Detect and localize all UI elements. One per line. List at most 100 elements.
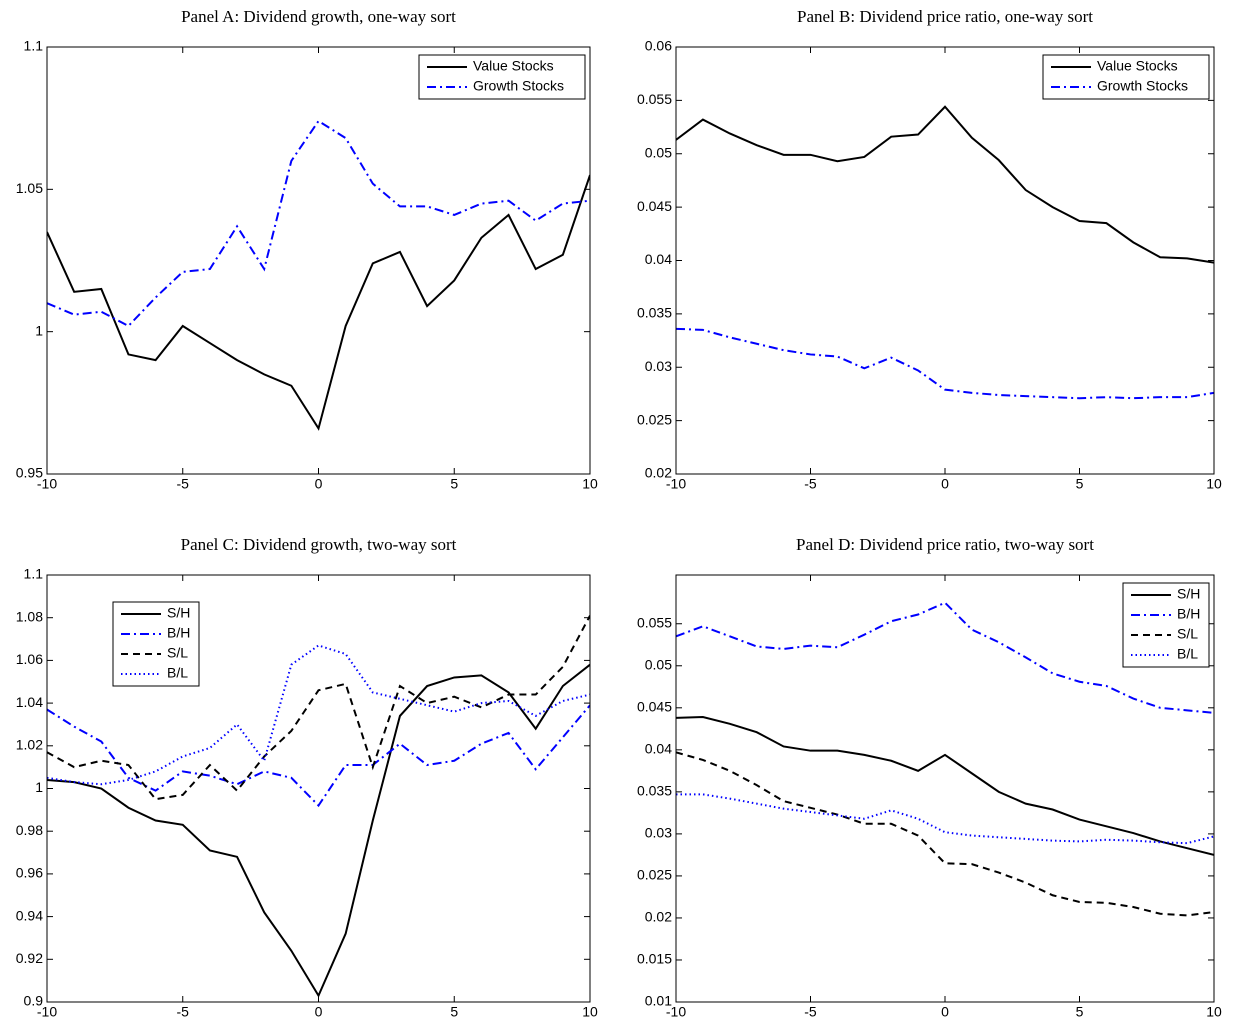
x-tick-label: -5 — [177, 476, 190, 492]
y-tick-label: 0.95 — [16, 465, 43, 481]
x-tick-label: 10 — [582, 1004, 598, 1020]
legend-box — [1122, 582, 1210, 668]
axes-box — [46, 46, 591, 475]
series-line — [676, 105, 1214, 264]
x-tick-label: -10 — [37, 476, 57, 492]
x-tick-label: 10 — [1206, 476, 1222, 492]
chart-title: Panel B: Dividend price ratio, one-way s… — [797, 7, 1093, 26]
x-tick-label: -5 — [177, 1004, 190, 1020]
panel: Panel C: Dividend growth, two-way sort -1… — [16, 535, 598, 1020]
y-tick-label: 0.03 — [645, 825, 672, 841]
x-tick-label: -10 — [37, 1004, 57, 1020]
y-tick-label: 0.9 — [24, 993, 44, 1009]
series-line — [676, 793, 1214, 845]
x-tick-label: 10 — [582, 476, 598, 492]
x-tick-label: 5 — [450, 1004, 458, 1020]
panel: Panel D: Dividend price ratio, two-way s… — [637, 535, 1222, 1020]
y-tick-label: 0.055 — [637, 91, 672, 107]
x-tick-label: 0 — [315, 476, 323, 492]
y-tick-label: 0.04 — [645, 741, 672, 757]
x-tick-label: 0 — [315, 1004, 323, 1020]
y-tick-label: 0.015 — [637, 951, 672, 967]
x-tick-label: 5 — [450, 476, 458, 492]
y-tick-label: 0.05 — [645, 656, 672, 672]
x-tick-label: 0 — [941, 476, 949, 492]
legend-label: B/H — [167, 625, 190, 641]
y-tick-label: 0.02 — [645, 909, 672, 925]
legend-box — [112, 601, 200, 687]
y-tick-label: 1.05 — [16, 180, 43, 196]
chart-title: Panel A: Dividend growth, one-way sort — [181, 7, 456, 26]
plot-area — [676, 601, 1214, 917]
series-line — [47, 663, 590, 998]
series-line — [47, 119, 590, 328]
legend-label: S/L — [1177, 626, 1198, 642]
y-tick-label: 0.045 — [637, 198, 672, 214]
series-line — [676, 327, 1214, 400]
axes-box — [46, 574, 591, 1003]
chart-title: Panel C: Dividend growth, two-way sort — [181, 535, 457, 554]
y-tick-label: 0.045 — [637, 699, 672, 715]
y-tick-label: 1 — [35, 779, 43, 795]
x-tick-label: 10 — [1206, 1004, 1222, 1020]
y-tick-label: 0.98 — [16, 822, 43, 838]
x-tick-label: 5 — [1076, 476, 1084, 492]
legend-label: Value Stocks — [473, 58, 554, 74]
series-line — [676, 601, 1214, 714]
legend-label: B/H — [1177, 606, 1200, 622]
y-tick-label: 0.92 — [16, 950, 43, 966]
y-tick-label: 0.01 — [645, 993, 672, 1009]
series-line — [47, 644, 590, 786]
axes-box — [675, 574, 1215, 1003]
y-tick-label: 1.08 — [16, 608, 43, 624]
legend: S/H B/H S/L B/L — [1122, 582, 1210, 668]
x-tick-label: -10 — [666, 1004, 686, 1020]
y-tick-label: 1.1 — [24, 38, 44, 54]
legend-label: Growth Stocks — [473, 78, 564, 94]
y-tick-label: 0.035 — [637, 783, 672, 799]
y-tick-label: 1.02 — [16, 737, 43, 753]
x-tick-label: -10 — [666, 476, 686, 492]
panel: Panel A: Dividend growth, one-way sort -1… — [16, 7, 598, 492]
y-tick-label: 0.04 — [645, 251, 672, 267]
legend-box — [418, 54, 586, 100]
x-tick-label: 0 — [941, 1004, 949, 1020]
y-tick-label: 0.96 — [16, 865, 43, 881]
chart-title: Panel D: Dividend price ratio, two-way s… — [796, 535, 1094, 554]
y-tick-label: 1 — [35, 322, 43, 338]
legend: Value Stocks Growth Stocks — [418, 54, 586, 100]
legend-label: Value Stocks — [1097, 58, 1178, 74]
y-tick-label: 0.05 — [645, 144, 672, 160]
legend-label: S/H — [167, 605, 190, 621]
y-tick-label: 0.02 — [645, 465, 672, 481]
x-tick-label: 5 — [1076, 1004, 1084, 1020]
legend: S/H B/H S/L B/L — [112, 601, 200, 687]
y-tick-label: 0.055 — [637, 614, 672, 630]
y-tick-label: 1.06 — [16, 651, 43, 667]
plot-area — [47, 615, 590, 998]
legend-box — [1042, 54, 1210, 100]
series-line — [676, 716, 1214, 856]
legend-label: Growth Stocks — [1097, 78, 1188, 94]
series-line — [676, 751, 1214, 917]
axes-box — [675, 46, 1215, 475]
legend-label: B/L — [167, 665, 188, 681]
y-tick-label: 0.94 — [16, 907, 43, 923]
series-line — [47, 174, 590, 431]
y-tick-label: 0.03 — [645, 358, 672, 374]
legend-label: S/H — [1177, 586, 1200, 602]
y-tick-label: 0.035 — [637, 305, 672, 321]
y-tick-label: 1.04 — [16, 694, 43, 710]
y-tick-label: 1.1 — [24, 566, 44, 582]
plot-area — [47, 119, 590, 431]
series-line — [47, 704, 590, 808]
plot-area — [676, 105, 1214, 400]
y-tick-label: 0.025 — [637, 411, 672, 427]
series-line — [47, 615, 590, 801]
panel: Panel B: Dividend price ratio, one-way s… — [637, 7, 1222, 492]
y-tick-label: 0.025 — [637, 867, 672, 883]
y-tick-label: 0.06 — [645, 38, 672, 54]
legend-label: B/L — [1177, 646, 1198, 662]
legend-label: S/L — [167, 645, 188, 661]
